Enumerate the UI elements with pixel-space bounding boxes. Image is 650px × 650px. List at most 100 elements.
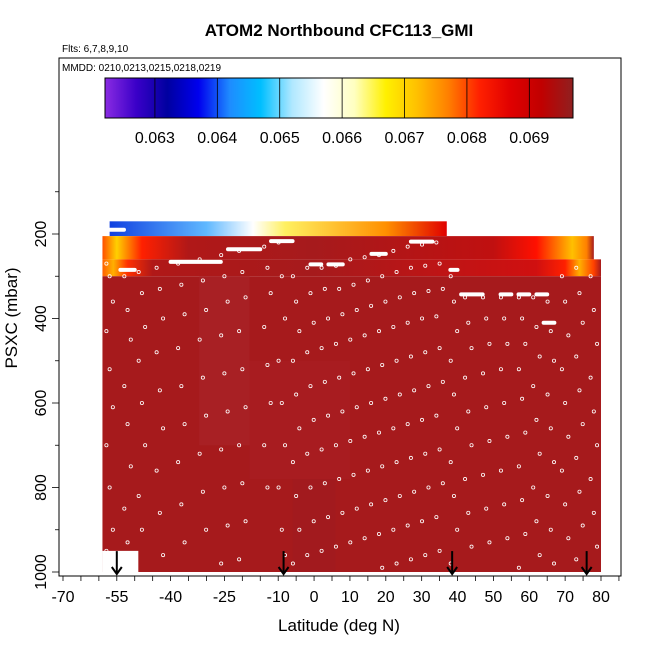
profile-point: [502, 316, 507, 321]
profile-point: [383, 299, 388, 304]
profile-point: [157, 388, 162, 393]
profile-point: [487, 540, 492, 545]
y-tick-label: 1000: [33, 554, 50, 590]
profile-point: [516, 367, 521, 372]
profile-point: [469, 346, 474, 351]
profile-point: [523, 531, 528, 536]
profile-point: [290, 460, 295, 465]
profile-point: [200, 375, 205, 380]
profile-point: [380, 362, 385, 367]
profile-point: [548, 527, 553, 532]
profile-point: [520, 396, 525, 401]
profile-point: [104, 329, 109, 334]
y-tick-label: 600: [33, 390, 50, 417]
profile-point: [394, 561, 399, 566]
profile-point: [136, 270, 141, 275]
profile-point: [305, 553, 310, 558]
profile-point: [200, 278, 205, 283]
profile-point: [369, 400, 374, 405]
profile-point: [423, 553, 428, 558]
profile-point: [423, 451, 428, 456]
arrow-head: [110, 566, 123, 576]
profile-point: [348, 540, 353, 545]
profile-point: [440, 286, 445, 291]
profile-point: [376, 329, 381, 334]
profile-point: [516, 295, 521, 300]
profile-point: [365, 468, 370, 473]
profile-point: [523, 430, 528, 435]
profile-point: [276, 240, 281, 245]
profile-point: [333, 544, 338, 549]
profile-point: [463, 375, 468, 380]
colorbar: 0.063 0.064 0.065 0.066 0.067 0.068 0.069: [104, 77, 574, 147]
profile-point: [290, 358, 295, 363]
x-axis-label: Latitude (deg N): [278, 616, 400, 635]
colorbar-gradient: [104, 77, 574, 119]
profile-point: [376, 531, 381, 536]
x-tick-label: 10: [341, 589, 359, 606]
profile-point: [104, 261, 109, 266]
profile-point: [531, 485, 536, 490]
flight-segments: [107, 227, 557, 325]
profile-point: [154, 265, 159, 270]
profile-point: [104, 548, 109, 553]
profile-point: [412, 489, 417, 494]
x-tick-label: 40: [449, 589, 467, 606]
profile-point: [319, 447, 324, 452]
profile-point: [333, 263, 338, 268]
profile-point: [197, 257, 202, 262]
profile-point: [566, 434, 571, 439]
colorbar-tick-label: 0.065: [260, 130, 300, 147]
profile-point: [265, 265, 270, 270]
heatmap-field: [109, 221, 447, 237]
profile-point: [351, 371, 356, 376]
profile-point: [136, 493, 141, 498]
profile-point: [107, 367, 112, 372]
profile-point: [128, 337, 133, 342]
profile-point: [502, 400, 507, 405]
profile-point: [380, 464, 385, 469]
profile-point: [397, 392, 402, 397]
profile-point: [219, 253, 224, 258]
profile-point: [322, 379, 327, 384]
arrow-head: [580, 566, 593, 576]
profile-point: [380, 565, 385, 570]
profile-point: [391, 248, 396, 253]
profile-point: [408, 455, 413, 460]
profile-point: [110, 405, 115, 410]
profile-point: [405, 523, 410, 528]
profile-point: [423, 263, 428, 268]
profile-point: [531, 384, 536, 389]
profile-point: [237, 557, 242, 562]
profile-point: [305, 451, 310, 456]
profile-point: [204, 527, 209, 532]
profile-point: [463, 477, 468, 482]
profile-point: [104, 443, 109, 448]
profile-point: [559, 274, 564, 279]
no-data-gap: [102, 550, 139, 576]
profile-point: [397, 493, 402, 498]
profile-point: [354, 405, 359, 410]
profile-point: [262, 324, 267, 329]
profile-point: [204, 413, 209, 418]
profile-point: [563, 502, 568, 507]
profile-point: [505, 536, 510, 541]
profile-point: [110, 527, 115, 532]
profile-point: [311, 417, 316, 422]
profile-point: [340, 409, 345, 414]
heatmap-field: [102, 236, 594, 260]
profile-point: [157, 286, 162, 291]
x-tick-label: 80: [592, 589, 610, 606]
profile-point: [480, 371, 485, 376]
profile-point: [283, 443, 288, 448]
profile-point: [498, 367, 503, 372]
profile-point: [240, 367, 245, 372]
colorbar-tick-label: 0.068: [447, 130, 487, 147]
arrow-head: [277, 566, 290, 576]
y-axis: 200 400 600 800 1000: [33, 191, 59, 590]
profile-point: [222, 485, 227, 490]
profile-point: [437, 261, 442, 266]
profile-point: [182, 422, 187, 427]
profile-point: [588, 477, 593, 482]
